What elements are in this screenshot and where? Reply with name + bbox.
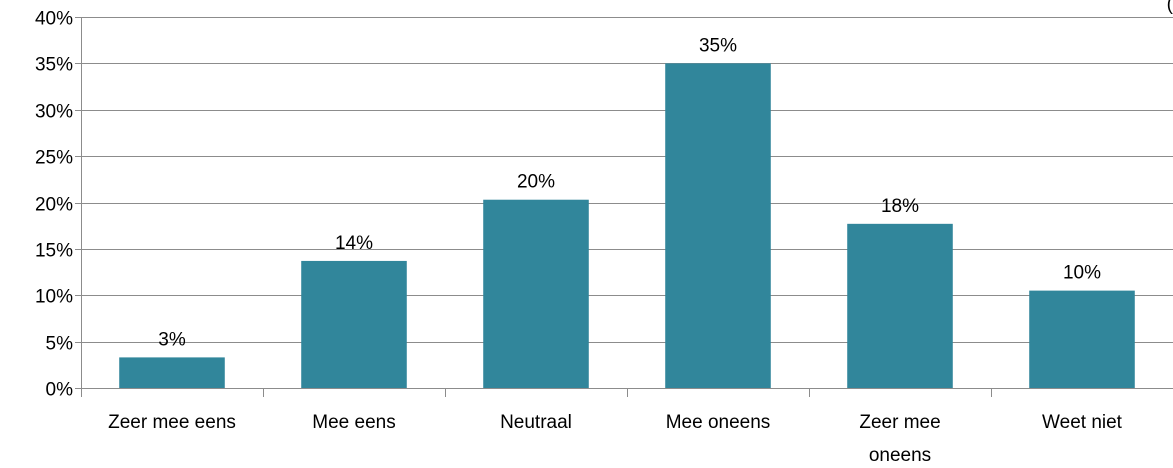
y-tick-label: 20% xyxy=(35,195,73,216)
data-label: 18% xyxy=(881,196,919,217)
y-tick-label: 30% xyxy=(35,102,73,123)
bar xyxy=(119,357,225,388)
bar xyxy=(301,260,407,388)
category-label: Zeer mee eens xyxy=(108,412,236,433)
y-tick-label: 0% xyxy=(46,380,74,401)
category-label: Zeer mee xyxy=(859,412,940,433)
bar xyxy=(483,199,589,388)
y-tick-label: 40% xyxy=(35,9,73,30)
category-label: Neutraal xyxy=(500,412,572,433)
bars xyxy=(119,63,1135,388)
y-tick-label: 35% xyxy=(35,55,73,76)
bar xyxy=(847,223,953,388)
data-label: 10% xyxy=(1063,263,1101,284)
category-label: Weet niet xyxy=(1042,412,1123,433)
bar xyxy=(665,63,771,388)
corner-mark: ( xyxy=(1166,0,1173,15)
y-tick-label: 25% xyxy=(35,148,73,169)
y-tick-label: 5% xyxy=(46,334,74,355)
y-tick-label: 15% xyxy=(35,241,73,262)
y-tick-label: 10% xyxy=(35,287,73,308)
gridlines xyxy=(81,17,1173,389)
category-label: Mee oneens xyxy=(666,412,771,433)
data-label: 35% xyxy=(699,35,737,56)
category-label: oneens xyxy=(869,445,931,466)
data-label: 20% xyxy=(517,172,555,193)
bar xyxy=(1029,290,1135,388)
labels: 0% 5% 10% 15% 20% 25% 30% 35% 40% 3% Zeer mee eens… xyxy=(35,9,1123,467)
data-label: 3% xyxy=(158,329,186,350)
category-label: Mee eens xyxy=(312,412,395,433)
data-label: 14% xyxy=(335,233,373,254)
axes xyxy=(75,17,992,397)
